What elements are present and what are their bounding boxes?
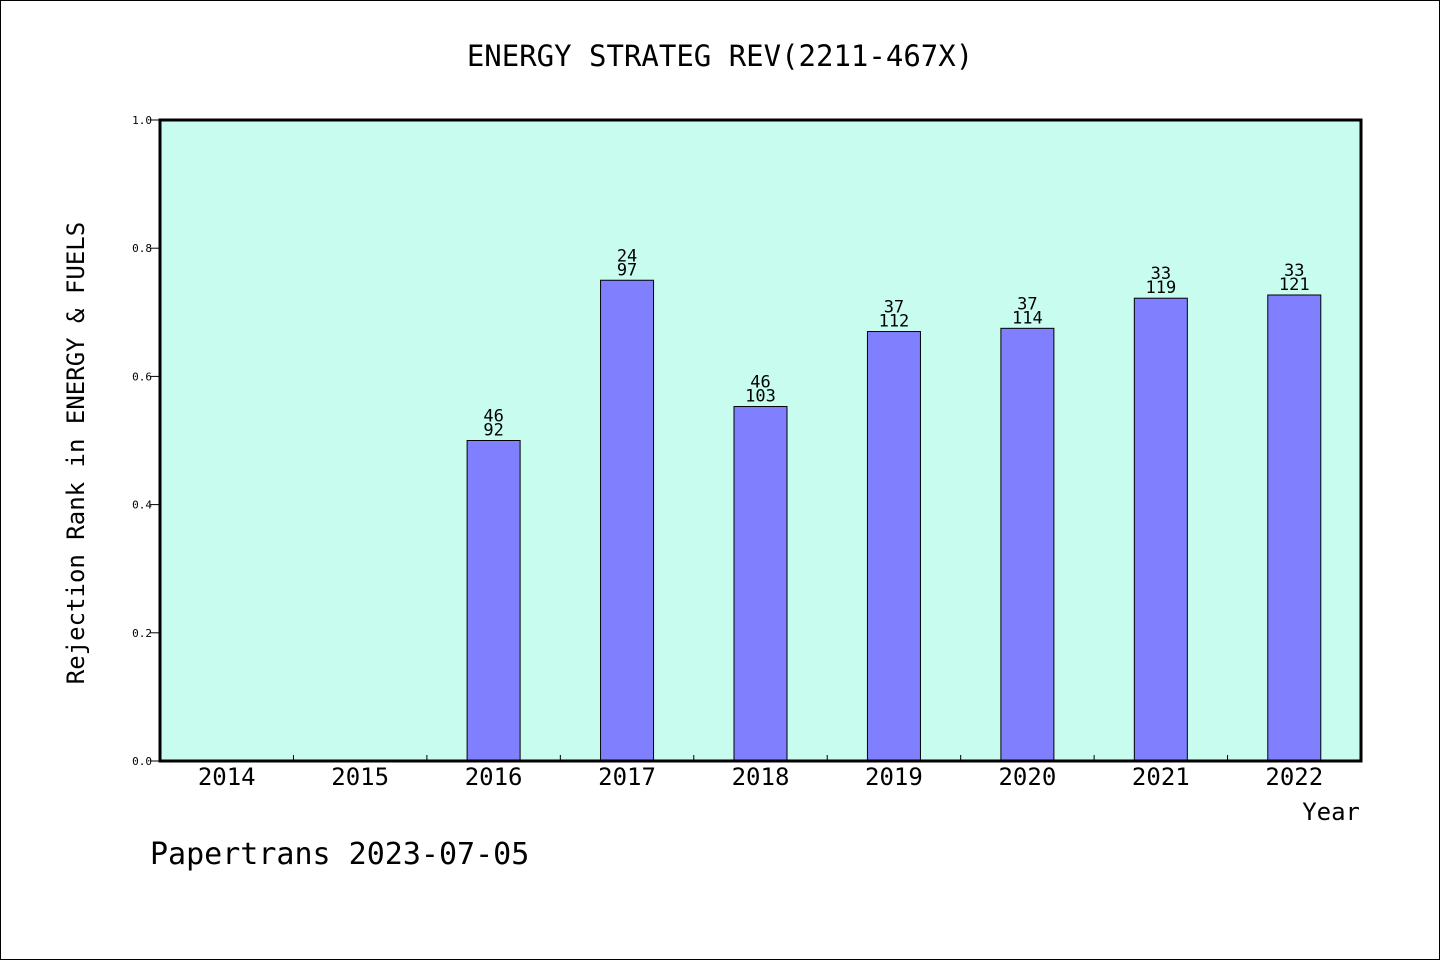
x-tick-label-2018: 2018 (732, 763, 790, 791)
plot-border (158, 118, 1363, 763)
bar-label-bottom-2021: 119 (1145, 278, 1176, 298)
bar-label-top-2017: 24 (617, 246, 637, 266)
x-tick-label-2014: 2014 (198, 763, 256, 791)
bar-label-bottom-2018: 103 (745, 387, 776, 407)
y-tick-label-1.0: 1.0 (132, 114, 152, 127)
bar-label-bottom-2020: 114 (1012, 308, 1043, 328)
bar-label-top-2016: 46 (483, 407, 503, 427)
bar-2018 (733, 406, 788, 762)
bar-label-bottom-2022: 121 (1279, 275, 1310, 295)
bar-2019 (866, 331, 921, 762)
bar-label-top-2022: 33 (1284, 261, 1304, 281)
x-axis-label: Year (1302, 798, 1360, 826)
bar-label-top-2021: 33 (1151, 264, 1171, 284)
bar-2016 (466, 440, 521, 762)
bar-2021 (1133, 297, 1188, 762)
x-tick-label-2022: 2022 (1265, 763, 1323, 791)
bar-label-bottom-2017: 97 (617, 260, 637, 280)
y-tick-label-0.4: 0.4 (132, 499, 152, 512)
chart-title: ENERGY STRATEG REV(2211-467X) (467, 39, 973, 73)
bar-label-top-2019: 37 (884, 298, 904, 318)
bar-label-top-2018: 46 (750, 373, 770, 393)
x-tick-label-2020: 2020 (998, 763, 1056, 791)
y-tick-label-0.0: 0.0 (132, 755, 152, 768)
x-tick-label-2016: 2016 (465, 763, 523, 791)
x-tick-label-2019: 2019 (865, 763, 923, 791)
x-tick-label-2017: 2017 (598, 763, 656, 791)
y-axis-label: Rejection Rank in ENERGY & FUELS (62, 222, 90, 684)
x-tick-label-2015: 2015 (331, 763, 389, 791)
bar-label-bottom-2016: 92 (483, 421, 503, 441)
footer-note: Papertrans 2023-07-05 (150, 837, 529, 872)
y-tick-label-0.2: 0.2 (132, 627, 152, 640)
y-tick-label-0.8: 0.8 (132, 242, 152, 255)
bar-label-bottom-2019: 112 (879, 312, 910, 332)
x-tick-label-2021: 2021 (1132, 763, 1190, 791)
y-tick-label-0.6: 0.6 (132, 370, 152, 383)
bar-label-top-2020: 37 (1017, 294, 1037, 314)
bar-2017 (600, 279, 655, 762)
bar-2022 (1267, 294, 1322, 762)
bar-2020 (1000, 327, 1055, 762)
